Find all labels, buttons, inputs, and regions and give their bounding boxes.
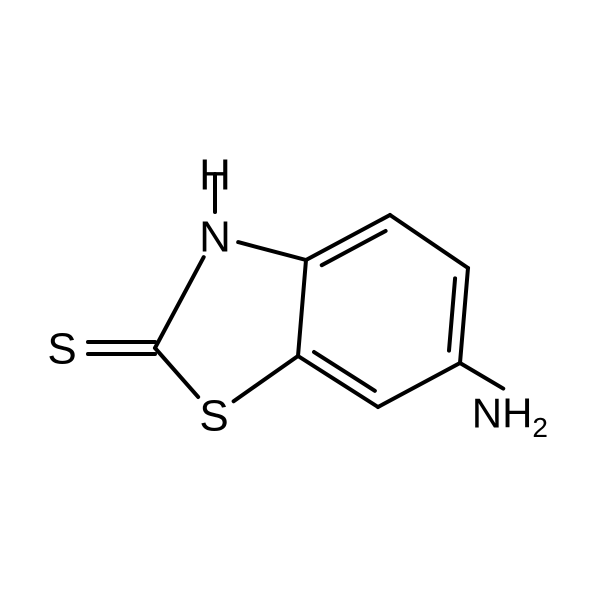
atom-label-S_exo: S (47, 324, 76, 373)
atom-label-H_N: H (199, 150, 231, 199)
atom-label-N3: N (199, 212, 231, 261)
atom-label-NH2: NH2 (472, 390, 548, 443)
molecule-diagram: S NH NH2 S (0, 0, 600, 600)
atom-label-S1: S (199, 391, 228, 440)
